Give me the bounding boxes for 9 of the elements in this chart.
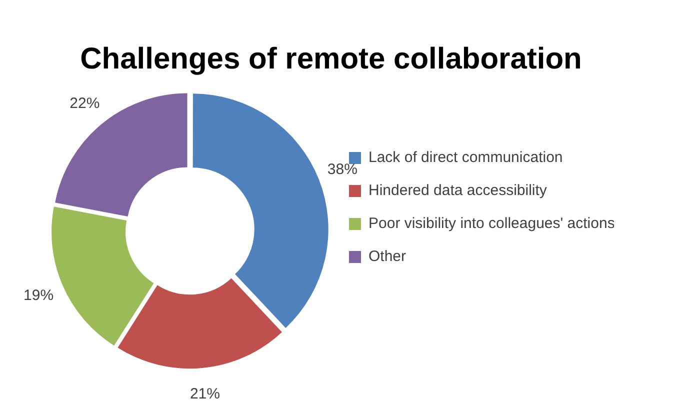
data-label: 22%	[70, 94, 100, 112]
data-label: 19%	[24, 286, 54, 304]
data-label: 21%	[190, 385, 220, 402]
legend-label: Lack of direct communication	[368, 149, 563, 166]
chart-title: Challenges of remote collaboration	[80, 42, 582, 76]
data-label: 38%	[327, 161, 358, 178]
legend-label: Hindered data accessibility	[368, 182, 548, 200]
legend-label: Other	[368, 248, 406, 266]
legend-label: Poor visibility into colleagues' actions	[368, 215, 615, 232]
